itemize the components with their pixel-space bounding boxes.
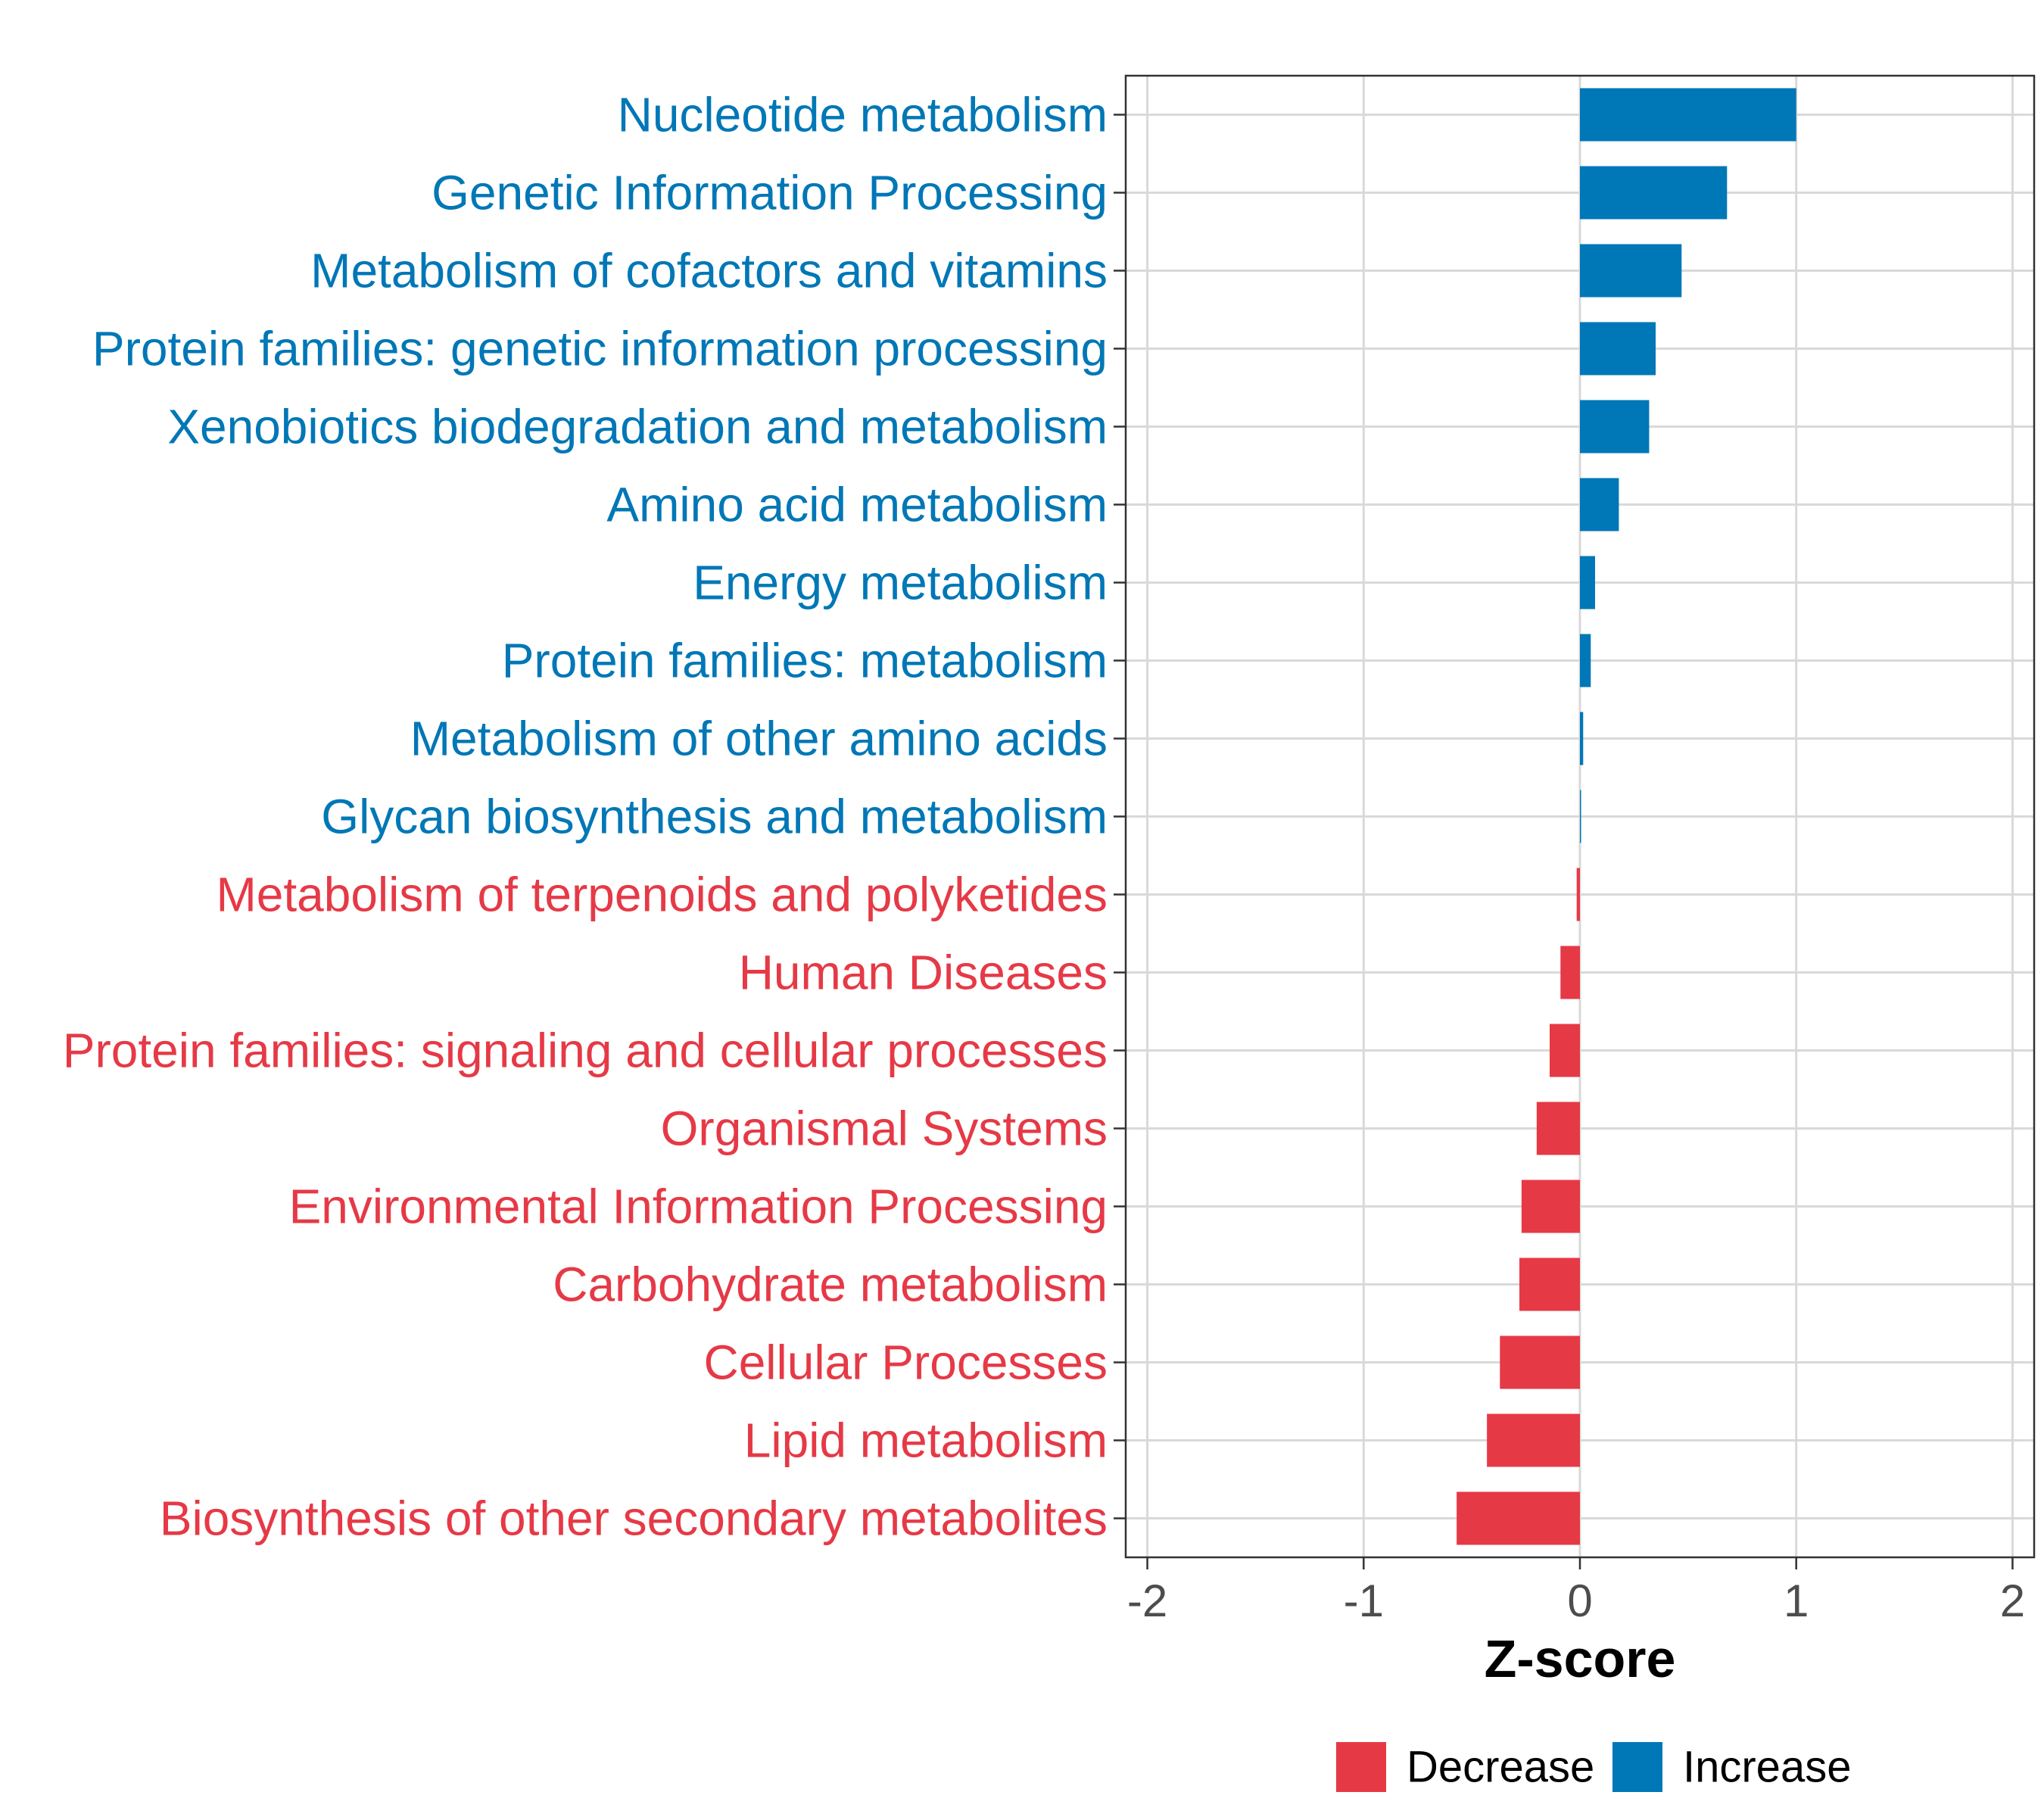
bar-protein-families-metabolism	[1580, 634, 1591, 687]
category-label: Organismal Systems	[661, 1102, 1108, 1156]
category-label: Environmental Information Processing	[289, 1180, 1108, 1234]
bar-cellular-processes	[1500, 1335, 1580, 1389]
legend-label-decrease: Decrease	[1407, 1743, 1594, 1792]
category-label: Protein families: signaling and cellular…	[63, 1024, 1108, 1078]
bar-metabolism-of-other-amino-acids	[1580, 712, 1584, 765]
bar-amino-acid-metabolism	[1580, 478, 1619, 531]
bar-energy-metabolism	[1580, 556, 1595, 609]
category-label: Human Diseases	[739, 946, 1108, 1000]
x-tick-label: 1	[1784, 1575, 1809, 1626]
bar-human-diseases	[1560, 946, 1580, 999]
category-label: Protein families: metabolism	[502, 634, 1108, 688]
legend: Decrease Increase	[1336, 1742, 1851, 1792]
bar-environmental-information-processing	[1521, 1180, 1580, 1233]
x-tick-label: -1	[1344, 1575, 1384, 1626]
bar-metabolism-of-terpenoids-and-polyketides	[1576, 868, 1580, 921]
bar-protein-families-signaling-and-cellular-processes	[1550, 1024, 1580, 1077]
bar-glycan-biosynthesis-and-metabolism	[1580, 790, 1581, 843]
category-label: Metabolism of other amino acids	[410, 712, 1108, 766]
category-label: Protein families: genetic information pr…	[92, 322, 1108, 376]
legend-label-increase: Increase	[1683, 1743, 1851, 1792]
category-label: Biosynthesis of other secondary metaboli…	[160, 1491, 1108, 1546]
category-label: Nucleotide metabolism	[618, 88, 1108, 142]
bar-lipid-metabolism	[1487, 1413, 1580, 1467]
x-tick-label: 2	[2000, 1575, 2025, 1626]
x-tick-label: -2	[1127, 1575, 1167, 1626]
category-label: Cellular Processes	[703, 1335, 1108, 1390]
category-label: Glycan biosynthesis and metabolism	[321, 790, 1108, 844]
bar-layer	[1457, 88, 1796, 1545]
category-label: Energy metabolism	[693, 556, 1108, 610]
bar-organismal-systems	[1536, 1102, 1580, 1155]
category-label: Carbohydrate metabolism	[553, 1258, 1108, 1312]
category-label: Metabolism of cofactors and vitamins	[310, 244, 1108, 298]
x-tick-label: 0	[1567, 1575, 1592, 1626]
legend-key-decrease	[1336, 1742, 1386, 1792]
bar-biosynthesis-of-other-secondary-metabolites	[1457, 1491, 1580, 1545]
category-label: Xenobiotics biodegradation and metabolis…	[167, 400, 1108, 454]
bar-protein-families-genetic-information-processing	[1580, 322, 1656, 376]
category-label: Lipid metabolism	[744, 1413, 1108, 1468]
legend-key-increase	[1612, 1742, 1662, 1792]
x-axis-ticks: -2 -1 0 1 2	[1127, 1557, 2025, 1626]
bar-genetic-information-processing	[1580, 166, 1728, 220]
y-axis-ticks: Nucleotide metabolism Genetic Information…	[63, 88, 1126, 1546]
category-label: Genetic Information Processing	[432, 166, 1108, 220]
x-axis-title: Z-score	[1485, 1629, 1676, 1688]
category-label: Metabolism of terpenoids and polyketides	[216, 868, 1108, 922]
bar-nucleotide-metabolism	[1580, 88, 1796, 142]
bar-metabolism-of-cofactors-and-vitamins	[1580, 244, 1682, 298]
bar-xenobiotics-biodegradation-and-metabolism	[1580, 400, 1650, 453]
bar-carbohydrate-metabolism	[1519, 1258, 1580, 1311]
category-label: Amino acid metabolism	[606, 478, 1108, 532]
